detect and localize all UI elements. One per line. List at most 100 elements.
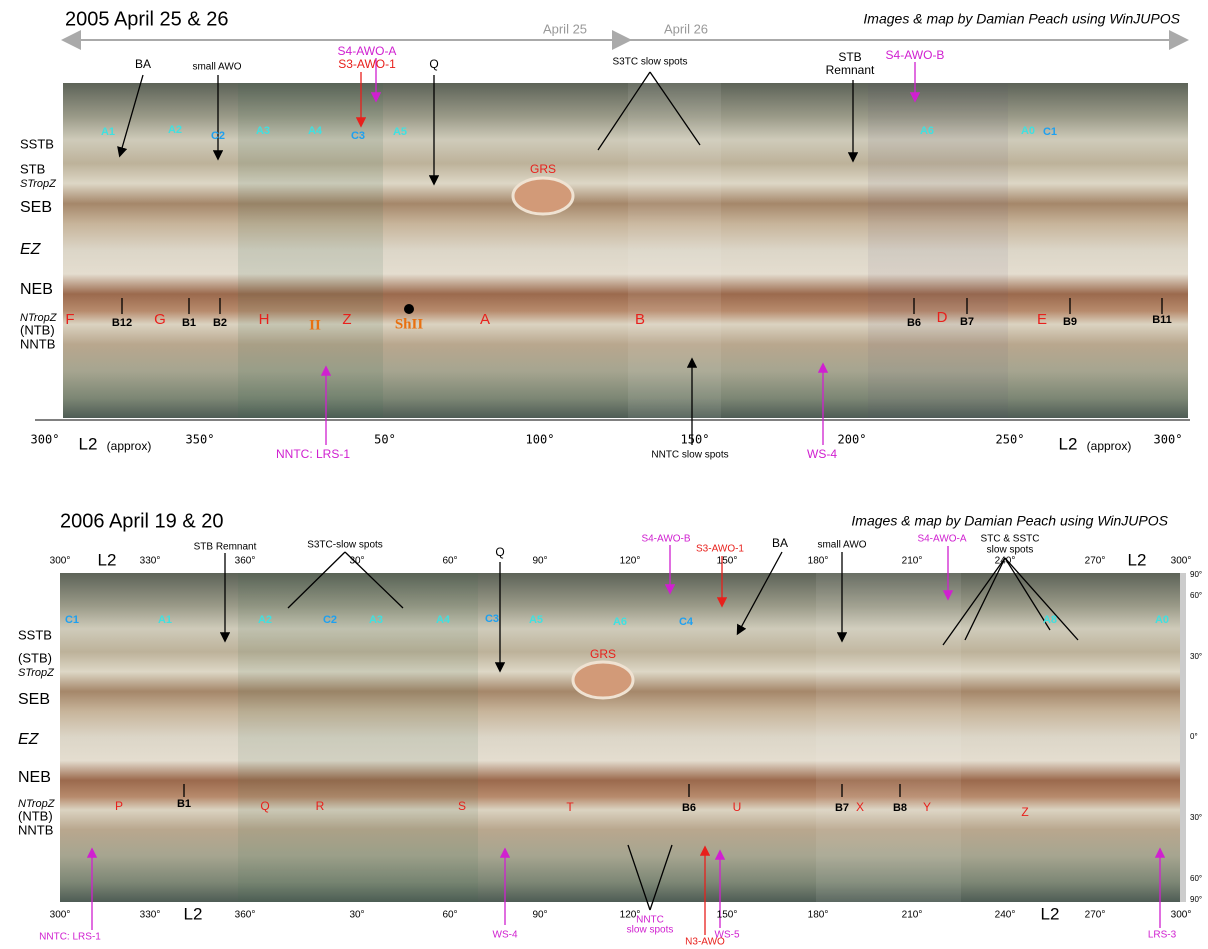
belt-label: (STB) [18, 650, 52, 665]
spot-label: B2 [213, 317, 227, 329]
spot-label: T [566, 800, 574, 814]
spot-label: B9 [1063, 316, 1077, 328]
feature-label: STC & SSTC [981, 534, 1040, 545]
belt-label: STropZ [20, 178, 57, 190]
spot-label: ShII [395, 316, 424, 332]
belt-label: (NTB) [20, 322, 55, 337]
longitude-label: 200° [838, 433, 867, 447]
spot-label: B1 [177, 798, 191, 810]
longitude-label: 330° [140, 910, 161, 921]
longitude-label: 30° [349, 910, 364, 921]
spot-label: A [480, 311, 490, 328]
feature-label: slow spots [627, 925, 674, 936]
panel-title: 2006 April 19 & 20 [60, 510, 223, 532]
feature-label: S4-AWO-A [338, 44, 397, 58]
feature-label: NNTC: LRS-1 [39, 932, 101, 943]
spot-label: A5 [393, 126, 407, 138]
spot-label: A4 [308, 125, 323, 137]
belt-label: STropZ [18, 667, 55, 679]
spot-label: Z [1021, 805, 1028, 819]
belt-label: EZ [20, 241, 42, 258]
latitude-label: 30° [1190, 652, 1202, 661]
feature-label: S4-AWO-B [641, 534, 690, 545]
latitude-label: 0° [1190, 732, 1198, 741]
longitude-label: 90° [532, 910, 547, 921]
latitude-label: 60° [1190, 874, 1202, 883]
feature-label: Q [429, 57, 438, 71]
longitude-label: 150° [717, 910, 738, 921]
feature-label: Q [495, 545, 504, 559]
belt-label: (NTB) [18, 808, 53, 823]
axis-name: L2 [1059, 434, 1078, 453]
axis-note: (approx) [107, 439, 152, 453]
longitude-label: 360° [235, 556, 256, 567]
feature-label: S4-AWO-B [886, 48, 945, 62]
axis-name: L2 [98, 550, 117, 569]
spot-label: G [154, 311, 166, 328]
spot-label: A1 [158, 614, 172, 626]
feature-label: WS-5 [715, 930, 740, 941]
panel-title: 2005 April 25 & 26 [65, 8, 228, 30]
feature-label: small AWO [192, 62, 241, 73]
axis-name: L2 [1041, 904, 1060, 923]
longitude-label: 120° [620, 556, 641, 567]
longitude-label: 350° [186, 433, 215, 447]
longitude-label: 180° [808, 910, 829, 921]
feature-label: GRS [530, 162, 556, 176]
longitude-label: 240° [995, 556, 1016, 567]
spot-label: H [259, 311, 270, 328]
spot-label: C2 [323, 614, 337, 626]
spot-label: B7 [960, 316, 974, 328]
longitude-label: 300° [1171, 910, 1192, 921]
map-2005 [35, 40, 1190, 420]
belt-label: SSTB [18, 627, 52, 642]
spot-label: A3 [256, 125, 270, 137]
spot-label: B6 [907, 317, 921, 329]
belt-label: STB [20, 161, 45, 176]
longitude-label: 100° [526, 433, 555, 447]
feature-label: NNTC: LRS-1 [276, 447, 350, 461]
longitude-label: 330° [140, 556, 161, 567]
longitude-label: 300° [1154, 433, 1183, 447]
longitude-label: 360° [235, 910, 256, 921]
spot-label: B8 [893, 802, 907, 814]
spot-label: C4 [679, 616, 694, 628]
spot-label: A4 [436, 614, 451, 626]
spot-label: B [635, 311, 645, 328]
spot-label: D [937, 309, 948, 326]
spot-label: S [458, 799, 466, 813]
feature-label: S3TC slow spots [612, 57, 687, 68]
spot-label: B1 [182, 317, 196, 329]
longitude-label: 300° [50, 910, 71, 921]
spot-label: Q [260, 799, 269, 813]
spot-label: A1 [101, 126, 115, 138]
credit: Images & map by Damian Peach using WinJU… [863, 11, 1180, 27]
spot-label: C2 [211, 130, 225, 142]
belt-label: NEB [20, 281, 53, 298]
longitude-label: 60° [442, 556, 457, 567]
spot-label: U [733, 800, 742, 814]
spot-label: B7 [835, 802, 849, 814]
feature-label: STB [838, 50, 861, 64]
spot-label: E [1037, 311, 1047, 328]
spot-label: B6 [682, 802, 696, 814]
belt-label: SEB [18, 691, 50, 708]
longitude-label: 150° [681, 433, 710, 447]
credit: Images & map by Damian Peach using WinJU… [851, 513, 1168, 529]
latitude-label: 90° [1190, 570, 1202, 579]
longitude-label: 180° [808, 556, 829, 567]
feature-label: S3-AWO-1 [696, 544, 744, 555]
longitude-label: 210° [902, 910, 923, 921]
spot-label: B12 [112, 317, 132, 329]
spot-label: A6 [613, 616, 627, 628]
belt-label: NNTB [20, 336, 55, 351]
longitude-label: 210° [902, 556, 923, 567]
axis-note: (approx) [1087, 439, 1132, 453]
feature-label: S3-AWO-1 [338, 57, 396, 71]
spot-label: C1 [1043, 126, 1057, 138]
longitude-label: 270° [1085, 556, 1106, 567]
belt-label: NNTB [18, 822, 53, 837]
spot-label: II [309, 317, 321, 333]
spot-label: F [65, 311, 74, 328]
spot-label: Y [923, 800, 931, 814]
